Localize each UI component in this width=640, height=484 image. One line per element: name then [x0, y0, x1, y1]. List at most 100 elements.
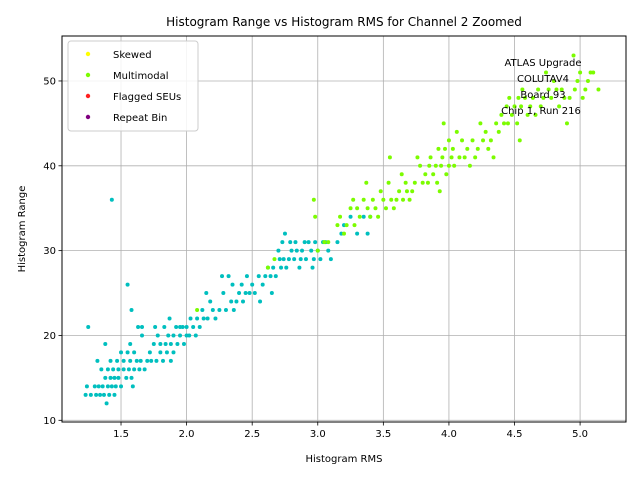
data-point [112, 392, 117, 397]
data-point [557, 104, 562, 109]
x-tick-label: 2.0 [179, 429, 195, 440]
data-point [103, 375, 108, 380]
x-ticks: 1.5 2.0 2.5 3.0 3.5 4.0 4.5 5.0 [113, 422, 588, 440]
data-point [126, 367, 131, 372]
data-point [491, 155, 496, 160]
x-tick-label: 5.0 [572, 429, 588, 440]
data-point [137, 367, 142, 372]
data-point [244, 274, 249, 279]
data-point [298, 257, 303, 262]
data-point [171, 333, 176, 338]
data-point [457, 155, 462, 160]
data-point [530, 95, 535, 100]
data-point [439, 163, 444, 168]
y-tick-label: 40 [43, 161, 56, 172]
data-point [335, 223, 340, 228]
data-point [418, 163, 423, 168]
data-point [145, 358, 150, 363]
data-point [473, 155, 478, 160]
data-point [105, 367, 110, 372]
data-point [250, 282, 255, 287]
data-point [121, 367, 126, 372]
data-point [302, 240, 307, 245]
data-point [100, 384, 105, 389]
data-point [171, 350, 176, 355]
data-point [132, 350, 137, 355]
data-point [111, 367, 116, 372]
y-tick-label: 50 [43, 76, 56, 87]
data-point [559, 87, 564, 92]
data-point [223, 308, 228, 313]
annotation-line: COLUTAV4 [517, 74, 569, 85]
data-point [515, 121, 520, 126]
data-point [373, 206, 378, 211]
x-tick-label: 4.0 [441, 429, 457, 440]
data-point [98, 392, 103, 397]
data-point [512, 104, 517, 109]
data-point [166, 333, 171, 338]
data-point [237, 291, 242, 296]
data-point [549, 95, 554, 100]
data-point [149, 358, 154, 363]
data-point [197, 324, 202, 329]
data-point [268, 274, 273, 279]
data-point [108, 358, 113, 363]
data-point [112, 375, 117, 380]
data-point [536, 87, 541, 92]
chart-annotation: ATLAS Upgrade COLUTAV4 Board 93 Chip 1, Run… [501, 58, 581, 117]
data-point [247, 291, 252, 296]
data-point [281, 257, 286, 262]
data-point [95, 358, 100, 363]
data-point [344, 223, 349, 228]
data-point [158, 341, 163, 346]
data-point [292, 257, 297, 262]
data-point [303, 257, 308, 262]
data-point [109, 384, 114, 389]
x-tick-label: 2.5 [244, 429, 260, 440]
data-point [505, 121, 510, 126]
data-point [191, 324, 196, 329]
data-point [154, 358, 159, 363]
data-point [538, 104, 543, 109]
data-point [361, 214, 366, 219]
data-point [84, 384, 89, 389]
data-point [155, 333, 160, 338]
data-point [442, 146, 447, 151]
data-point [403, 180, 408, 185]
data-point [580, 95, 585, 100]
data-point [370, 197, 375, 202]
data-point [174, 324, 179, 329]
data-point [533, 112, 538, 117]
data-point [210, 308, 215, 313]
data-point [435, 180, 440, 185]
data-point [564, 121, 569, 126]
data-point [271, 265, 276, 270]
data-point [113, 384, 118, 389]
data-point [326, 248, 331, 253]
data-point [338, 214, 343, 219]
data-point [284, 265, 289, 270]
data-point [309, 248, 314, 253]
data-point [193, 333, 198, 338]
data-point [551, 78, 556, 83]
data-point [256, 274, 261, 279]
data-point [107, 392, 112, 397]
x-tick-label: 4.5 [507, 429, 523, 440]
data-point [575, 78, 580, 83]
data-point [104, 401, 109, 406]
data-point [441, 121, 446, 126]
data-point [132, 367, 137, 372]
data-point [86, 324, 91, 329]
annotation-line: Board 93 [520, 90, 565, 101]
data-point [163, 341, 168, 346]
data-point [383, 206, 388, 211]
data-point [201, 316, 206, 321]
data-point [180, 324, 185, 329]
y-tick-label: 10 [43, 416, 56, 427]
data-point [352, 223, 357, 228]
data-point [101, 392, 106, 397]
grid-lines [62, 36, 626, 422]
data-point [523, 95, 528, 100]
data-point [289, 248, 294, 253]
data-point [129, 375, 134, 380]
